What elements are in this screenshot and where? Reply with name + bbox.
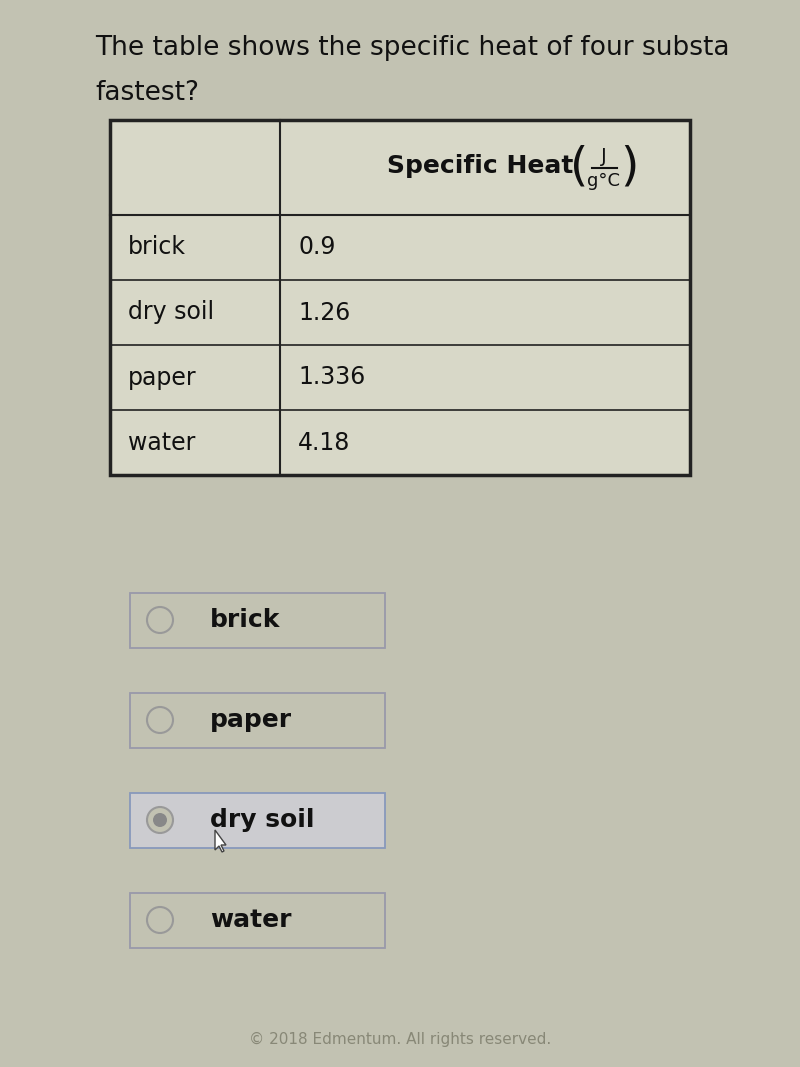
Text: ): ) [620,145,638,190]
Text: 4.18: 4.18 [298,430,350,455]
Text: 1.336: 1.336 [298,366,366,389]
Text: brick: brick [210,608,280,632]
Text: water: water [210,908,291,931]
Bar [130,692,385,748]
Bar [130,892,385,947]
Text: 1.26: 1.26 [298,301,350,324]
Text: 0.9: 0.9 [298,236,335,259]
Text: paper: paper [128,366,197,389]
Text: © 2018 Edmentum. All rights reserved.: © 2018 Edmentum. All rights reserved. [249,1032,551,1047]
Circle shape [153,813,167,827]
Bar [130,793,385,847]
Text: The table shows the specific heat of four substa: The table shows the specific heat of fou… [95,35,730,61]
Text: g°C: g°C [587,173,621,191]
Bar [110,120,690,475]
Circle shape [147,607,173,633]
Circle shape [147,907,173,933]
Circle shape [147,807,173,833]
Bar [130,592,385,648]
Text: brick: brick [128,236,186,259]
Polygon shape [215,830,226,853]
Text: dry soil: dry soil [128,301,214,324]
Text: Specific Heat: Specific Heat [387,154,573,177]
Text: fastest?: fastest? [95,80,199,106]
Text: J: J [601,147,607,166]
Text: (: ( [570,145,588,190]
Circle shape [147,707,173,733]
Bar [110,120,690,475]
Text: paper: paper [210,708,292,732]
Text: water: water [128,430,195,455]
Text: dry soil: dry soil [210,808,314,832]
